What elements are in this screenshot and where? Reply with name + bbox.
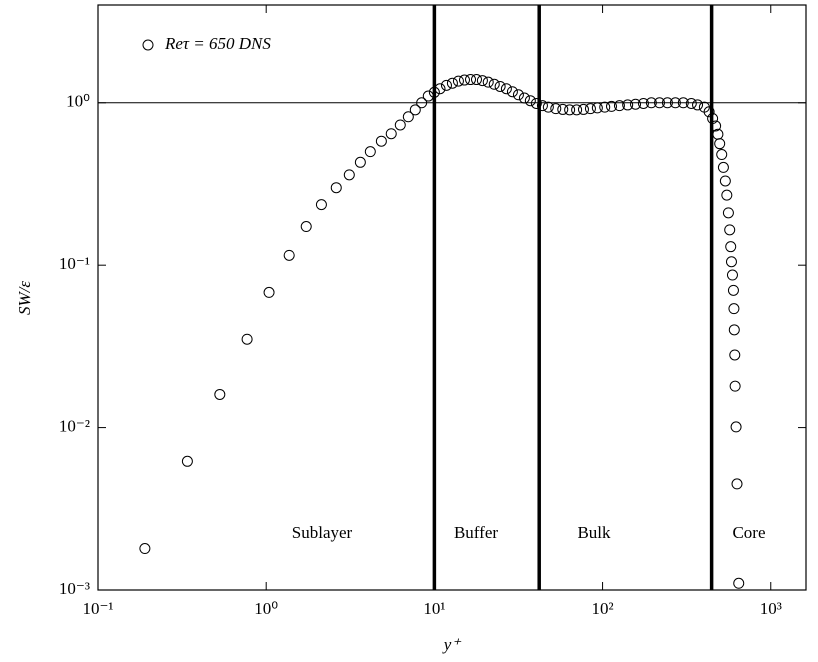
- data-point: [241, 333, 253, 345]
- data-point: [721, 189, 733, 201]
- data-point: [669, 97, 681, 109]
- data-point: [571, 104, 583, 116]
- data-point: [263, 286, 275, 298]
- data-point: [564, 104, 576, 116]
- data-point: [402, 111, 414, 123]
- data-point: [465, 74, 477, 86]
- y-tick-label: 10⁻²: [59, 416, 90, 435]
- data-point: [434, 83, 446, 95]
- data-point: [677, 97, 689, 109]
- data-point: [550, 103, 562, 115]
- data-point: [440, 79, 452, 91]
- data-point: [458, 74, 470, 86]
- region-label: Buffer: [454, 523, 498, 542]
- data-point: [653, 97, 665, 109]
- data-point: [725, 241, 737, 253]
- data-point: [729, 380, 741, 392]
- data-point: [422, 90, 434, 102]
- data-point: [557, 103, 569, 115]
- data-point: [343, 169, 355, 181]
- data-point: [518, 92, 530, 104]
- data-point: [707, 113, 719, 125]
- data-point: [524, 95, 536, 107]
- data-point: [733, 577, 745, 589]
- data-point: [722, 207, 734, 219]
- data-point: [354, 156, 366, 168]
- data-point: [726, 269, 738, 281]
- data-point: [385, 128, 397, 140]
- data-point: [717, 161, 729, 173]
- data-point: [428, 86, 440, 98]
- data-point: [315, 199, 327, 211]
- data-point: [482, 76, 494, 88]
- region-label: Sublayer: [292, 523, 353, 542]
- y-tick-label: 10⁰: [66, 92, 90, 111]
- data-point: [214, 388, 226, 400]
- data-point: [530, 97, 542, 109]
- data-point: [637, 97, 649, 109]
- y-axis-label: SW/ε: [15, 281, 34, 315]
- data-point: [446, 77, 458, 89]
- data-point: [719, 175, 731, 187]
- legend-label: Reτ = 650 DNS: [164, 34, 271, 53]
- data-point: [494, 80, 506, 92]
- data-point: [716, 149, 728, 161]
- region-label: Core: [732, 523, 765, 542]
- data-point: [330, 182, 342, 194]
- data-point: [591, 102, 603, 114]
- data-point: [728, 324, 740, 336]
- y-tick-label: 10⁻³: [59, 579, 90, 598]
- data-point: [139, 543, 151, 555]
- data-point: [710, 120, 722, 132]
- data-point: [409, 104, 421, 116]
- data-point: [542, 101, 554, 113]
- data-point: [488, 78, 500, 90]
- data-point: [181, 455, 193, 467]
- data-point: [300, 221, 312, 233]
- data-point: [605, 100, 617, 112]
- data-point: [577, 103, 589, 115]
- data-point: [506, 86, 518, 98]
- data-point: [724, 224, 736, 236]
- legend-marker: [142, 39, 154, 51]
- y-tick-label: 10⁻¹: [59, 254, 90, 273]
- data-point: [476, 75, 488, 87]
- data-point: [730, 421, 742, 433]
- data-point: [364, 146, 376, 158]
- data-point: [661, 97, 673, 109]
- data-point: [645, 97, 657, 109]
- data-point: [470, 74, 482, 86]
- data-point: [416, 97, 428, 109]
- data-point: [714, 138, 726, 150]
- data-point: [630, 98, 642, 110]
- data-point: [536, 100, 548, 112]
- data-point: [613, 100, 625, 112]
- data-point: [728, 303, 740, 315]
- x-axis-label: y⁺: [442, 635, 463, 654]
- data-point: [731, 478, 743, 490]
- data-point: [727, 284, 739, 296]
- x-tick-label: 10⁰: [254, 599, 278, 618]
- data-point: [692, 99, 704, 111]
- data-point: [622, 99, 634, 111]
- data-point: [375, 135, 387, 147]
- data-point: [599, 101, 611, 113]
- region-label: Bulk: [577, 523, 611, 542]
- x-tick-label: 10⁻¹: [82, 599, 113, 618]
- data-point: [452, 75, 464, 87]
- x-tick-label: 10¹: [423, 599, 445, 618]
- data-point: [729, 349, 741, 361]
- data-point: [725, 256, 737, 268]
- data-point: [685, 97, 697, 109]
- data-point: [283, 249, 295, 261]
- data-point: [500, 83, 512, 95]
- data-point: [584, 103, 596, 115]
- data-point: [512, 89, 524, 101]
- x-tick-label: 10²: [592, 599, 614, 618]
- data-point: [394, 119, 406, 131]
- plot-frame: [97, 4, 807, 591]
- data-point: [703, 106, 715, 118]
- x-tick-label: 10³: [760, 599, 782, 618]
